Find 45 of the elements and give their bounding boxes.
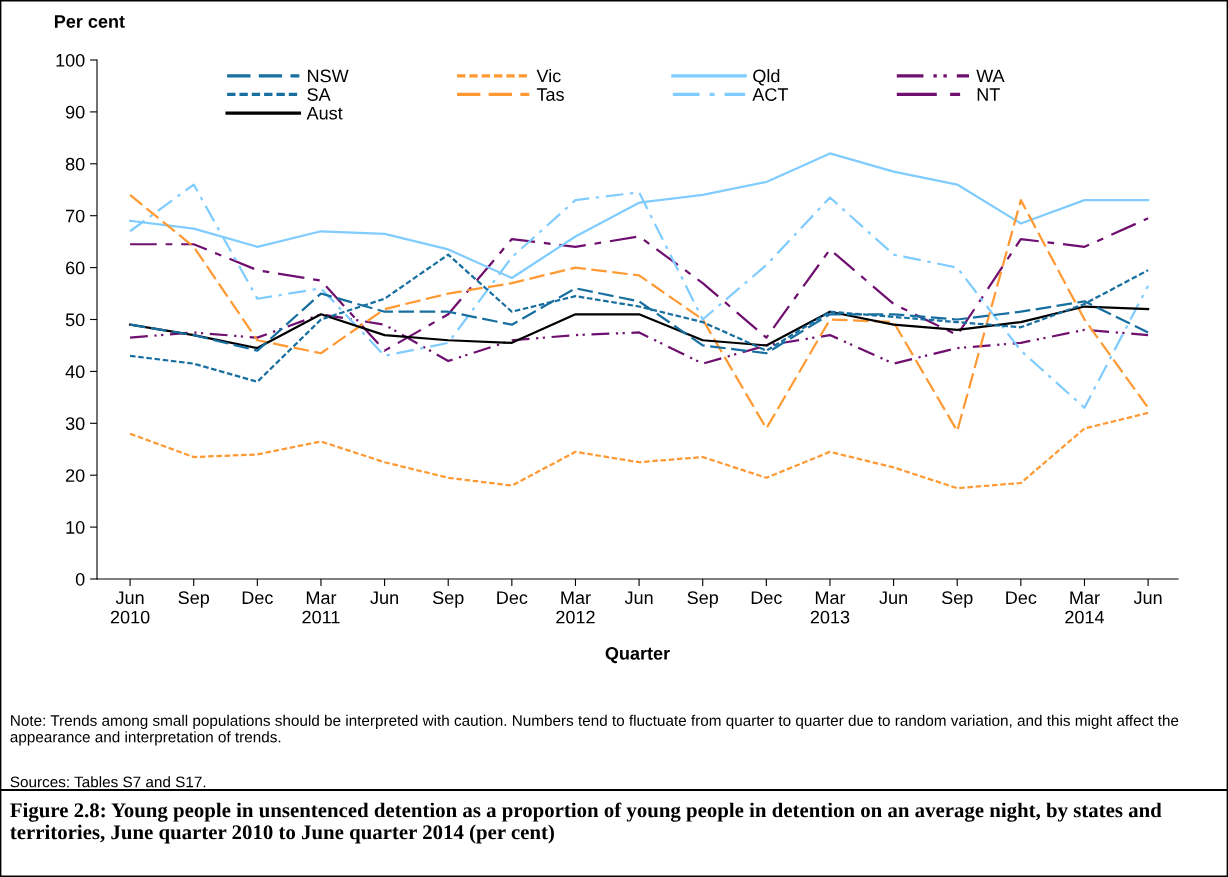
- y-tick-label: 10: [66, 521, 85, 534]
- x-tick-label: Sep: [178, 591, 210, 608]
- text: Note: Trends among small populations should be interpreted with caution. Numbers tend to fluctuate from quarter to quarter due to random variation, and this might affect the appearance and interpretation of trends.: [10, 714, 1179, 746]
- x-tick-label: Dec: [1006, 591, 1037, 605]
- y-tick-label: 40: [65, 365, 85, 379]
- x-tick-label: Dec: [497, 591, 528, 605]
- x-tick-label: Dec: [242, 591, 273, 605]
- x-tick-label: Jun: [879, 591, 907, 605]
- line-series: [128, 305, 1150, 350]
- x-tick-label: Sep: [687, 591, 719, 608]
- source-note: Sources: Tables S7 and S17.: [10, 776, 206, 788]
- y-axis-title: Per cent: [54, 15, 125, 28]
- y-tick-label: 30: [65, 417, 85, 431]
- y-tick-label: 100: [56, 53, 85, 67]
- line-series: [128, 411, 1150, 490]
- y-tick-label: 50: [65, 313, 85, 327]
- y-tick-label: 60: [66, 261, 85, 275]
- legend-label: NSW: [308, 69, 349, 83]
- legend-label: SA: [307, 88, 331, 101]
- x-tick-label: Jun: [624, 591, 653, 605]
- legend-label: Qld: [753, 69, 780, 86]
- legend-label: Tas: [536, 88, 564, 101]
- x-tick-label: Jun 2010: [110, 591, 150, 624]
- y-tick-label: 0: [75, 572, 85, 586]
- line-series: [128, 253, 1150, 383]
- legend-label: Aust: [306, 106, 343, 120]
- legend-label: ACT: [752, 88, 789, 101]
- text: Figure 2.8: Young people in unsentenced detention as a proportion of young people in detention on an average night, by states and territories, June quarter 2010 to June quarter 2014 (per cent): [10, 802, 1162, 844]
- x-tick-label: Jun: [370, 591, 398, 605]
- y-tick-label: 90: [65, 105, 85, 119]
- x-tick-label: Mar 2014: [1065, 591, 1105, 624]
- x-tick-label: Dec: [751, 591, 782, 605]
- legend-label: WA: [976, 69, 1005, 83]
- legend-label: NT: [977, 88, 1000, 101]
- x-axis-title: Quarter: [605, 647, 670, 664]
- y-tick-label: 70: [66, 209, 85, 223]
- x-tick-label: Sep: [941, 591, 973, 608]
- y-tick-label: 20: [66, 469, 85, 482]
- x-tick-label: Mar 2013: [810, 591, 850, 624]
- x-tick-label: Jun: [1133, 591, 1162, 605]
- legend-label: Vic: [536, 69, 561, 83]
- y-tick-label: 80: [65, 157, 85, 171]
- x-tick-label: Sep: [432, 591, 464, 608]
- x-tick-label: Mar 2011: [302, 591, 340, 624]
- x-tick-label: Mar 2012: [556, 591, 595, 624]
